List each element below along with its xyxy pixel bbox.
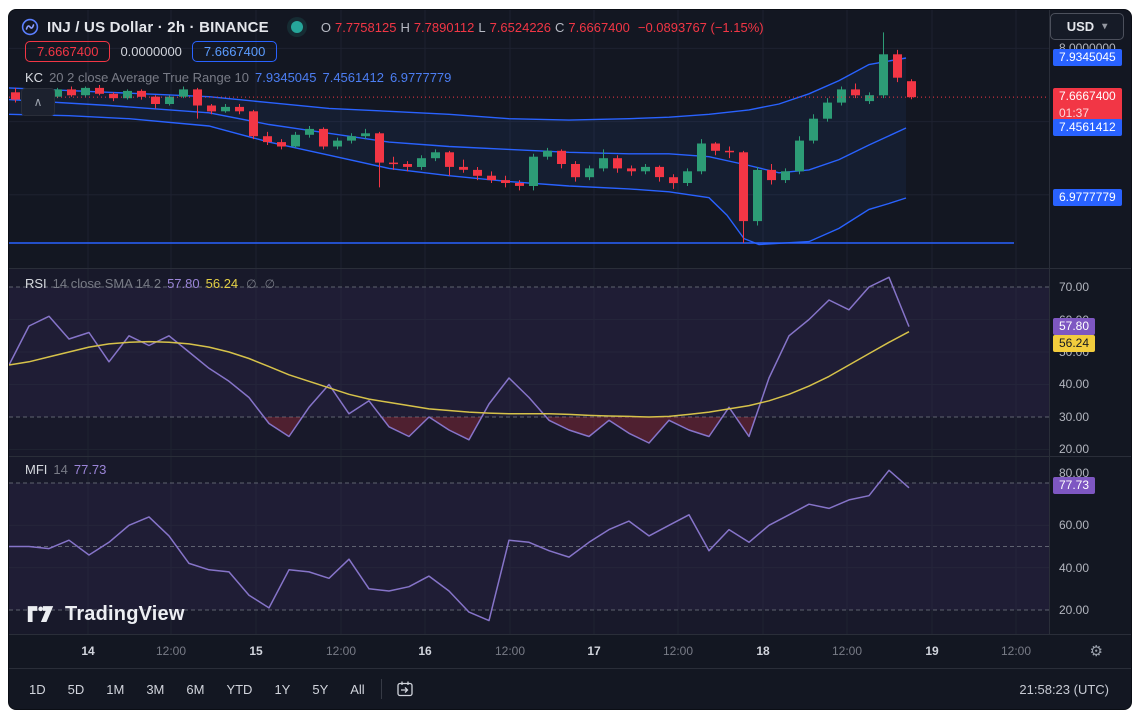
pane-separator[interactable] <box>9 268 1131 269</box>
low-label: L <box>478 19 486 35</box>
time-axis-label[interactable]: 12:00 <box>831 644 863 658</box>
ohlc-values: O 7.7758125 H 7.7890112 L 7.6524226 C 7.… <box>321 20 764 35</box>
time-axis-label[interactable]: 14 <box>81 644 95 658</box>
price-axis-label: 40.00 <box>1059 561 1090 575</box>
kc-params: 20 2 close Average True Range 10 <box>49 70 250 85</box>
sell-price-button[interactable]: 7.6667400 <box>25 41 111 62</box>
mfi-value-badge: 77.73 <box>1053 477 1096 494</box>
range-button-6m[interactable]: 6M <box>180 679 210 700</box>
currency-selector[interactable]: USD ▾ <box>1050 13 1124 40</box>
rsi-sma-value: 56.24 <box>205 276 239 291</box>
bottom-toolbar: 1D 5D 1M 3M 6M YTD 1Y 5Y All 21:58:23 (UTC) <box>9 668 1131 709</box>
spread-value: 0.0000000 <box>120 44 182 59</box>
close-value: 7.6667400 <box>568 19 630 35</box>
price-axis[interactable]: 20.00 40.00 60.00 80.00 20.00 30.00 40.00 50.00… <box>1049 10 1131 634</box>
mfi-params: 14 <box>53 462 68 477</box>
time-axis-label[interactable]: 16 <box>418 644 432 658</box>
symbol-title[interactable]: INJ / US Dollar · 2h · BINANCE <box>47 18 269 36</box>
time-axis-label[interactable]: 15 <box>249 644 263 658</box>
time-axis-label[interactable]: 12:00 <box>1000 644 1032 658</box>
price-axis-label: 70.00 <box>1059 280 1090 294</box>
go-to-date-button[interactable] <box>392 680 418 698</box>
buy-price-button[interactable]: 7.6667400 <box>191 41 278 62</box>
kc-name: KC <box>25 70 44 85</box>
injective-logo-icon <box>21 18 39 36</box>
rsi-sma-badge: 56.24 <box>1053 335 1096 352</box>
toolbar-divider <box>380 679 382 699</box>
tradingview-chart-window: INJ / US Dollar · 2h · BINANCE O 7.77581… <box>8 9 1132 710</box>
market-status-icon[interactable] <box>290 21 303 33</box>
session-clock[interactable]: 21:58:23 (UTC) <box>1019 681 1109 697</box>
null-set-icon: ∅ <box>264 276 276 291</box>
close-label: C <box>555 19 565 35</box>
price-axis-label: 20.00 <box>1059 442 1090 456</box>
price-axis-label: 20.00 <box>1059 603 1090 617</box>
rsi-value: 57.80 <box>167 276 200 291</box>
time-axis-label[interactable]: 12:00 <box>155 644 187 658</box>
bar-countdown: 01:37 <box>1059 106 1090 120</box>
last-price-badge: 7.6667400 01:37 <box>1053 88 1122 122</box>
low-value: 7.6524226 <box>489 19 552 35</box>
range-button-1m[interactable]: 1M <box>100 679 130 700</box>
null-set-icon: ∅ <box>246 276 257 291</box>
range-button-5d[interactable]: 5D <box>62 679 91 700</box>
change-value: −0.0893767 (−1.15%) <box>637 19 764 35</box>
range-button-ytd[interactable]: YTD <box>220 679 258 700</box>
open-label: O <box>320 19 331 35</box>
high-label: H <box>400 19 410 35</box>
last-price-value: 7.6667400 <box>1059 89 1116 103</box>
price-axis-label: 40.00 <box>1059 377 1090 391</box>
time-axis-label[interactable]: 12:00 <box>494 644 526 658</box>
open-value: 7.7758125 <box>334 19 397 35</box>
range-button-3m[interactable]: 3M <box>140 679 170 700</box>
price-axis-label: 30.00 <box>1059 410 1090 424</box>
time-axis[interactable]: ⚙ 14 12:00 15 12:00 16 12:00 17 12:00 18 12:00 19 1… <box>9 634 1131 669</box>
time-axis-label[interactable]: 17 <box>587 644 601 658</box>
kc-middle-price-badge: 7.4561412 <box>1053 119 1122 136</box>
kc-upper-value: 7.9345045 <box>255 70 317 85</box>
kc-upper-price-badge: 7.9345045 <box>1053 49 1122 66</box>
chevron-up-icon: ∧ <box>33 95 43 109</box>
gear-icon[interactable]: ⚙ <box>1089 642 1103 660</box>
tradingview-watermark: TradingView <box>27 603 185 626</box>
rsi-params: 14 close SMA 14 2 <box>52 276 162 291</box>
pane-collapse-button[interactable]: ∧ <box>21 88 55 116</box>
range-buttons: 1D 5D 1M 3M 6M YTD 1Y 5Y All <box>23 679 371 700</box>
kc-middle-value: 7.4561412 <box>322 70 384 85</box>
range-button-all[interactable]: All <box>344 679 370 700</box>
mfi-name: MFI <box>25 462 48 477</box>
time-axis-label[interactable]: 19 <box>925 644 939 658</box>
calendar-arrow-icon <box>397 681 413 697</box>
mfi-value: 77.73 <box>73 462 107 477</box>
rsi-legend[interactable]: RSI 14 close SMA 14 2 57.80 56.24 ∅ ∅ <box>25 276 275 291</box>
time-axis-label[interactable]: 12:00 <box>662 644 694 658</box>
buy-sell-row: 7.6667400 0.0000000 7.6667400 <box>25 41 278 62</box>
time-axis-label[interactable]: 12:00 <box>325 644 357 658</box>
chart-header: INJ / US Dollar · 2h · BINANCE O 7.77581… <box>21 15 764 39</box>
chevron-down-icon: ▾ <box>1102 21 1108 32</box>
kc-lower-value: 6.9777779 <box>389 70 452 85</box>
kc-legend[interactable]: KC 20 2 close Average True Range 10 7.93… <box>25 70 451 85</box>
rsi-value-badge: 57.80 <box>1053 318 1096 335</box>
range-button-1d[interactable]: 1D <box>23 679 52 700</box>
chart-canvas[interactable] <box>9 10 1049 634</box>
price-axis-label: 80.00 <box>1059 466 1090 480</box>
range-button-1y[interactable]: 1Y <box>268 679 296 700</box>
time-axis-label[interactable]: 18 <box>756 644 770 658</box>
tradingview-logo-icon <box>27 605 54 622</box>
range-button-5y[interactable]: 5Y <box>306 679 334 700</box>
kc-lower-price-badge: 6.9777779 <box>1053 189 1122 206</box>
price-axis-label: 60.00 <box>1059 518 1090 532</box>
mfi-legend[interactable]: MFI 14 77.73 <box>25 462 106 477</box>
tradingview-watermark-text: TradingView <box>65 603 185 625</box>
pane-separator[interactable] <box>9 456 1131 457</box>
currency-label: USD <box>1066 19 1095 34</box>
high-value: 7.7890112 <box>413 19 475 35</box>
rsi-name: RSI <box>25 276 47 291</box>
